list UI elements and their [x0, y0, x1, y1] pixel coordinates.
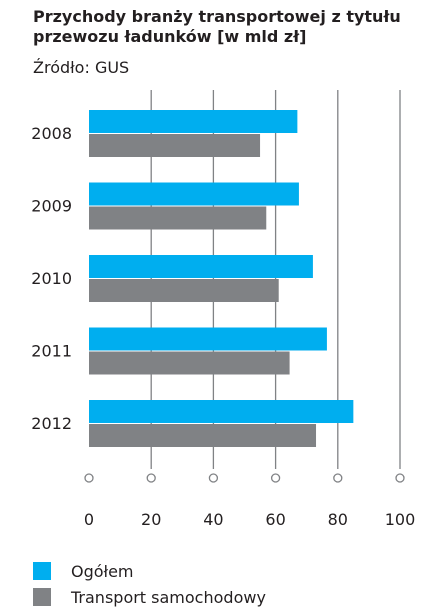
bar-2012-ogolem — [89, 400, 354, 423]
x-tick-label-20: 20 — [141, 510, 161, 529]
x-tick-label-80: 80 — [328, 510, 348, 529]
tick-marker-40 — [208, 473, 219, 483]
category-label-2010: 2010 — [31, 269, 72, 288]
bar-2011-transport-samochodowy — [89, 351, 290, 375]
bar-2011-ogolem — [89, 327, 327, 351]
bar-chart: 2008 2009 2010 2011 2012 0 20 40 60 80 100 — [31, 90, 415, 529]
x-tick-label-0: 0 — [84, 510, 94, 529]
chart-source: Źródło: GUS — [33, 58, 130, 77]
bar-2008-ogolem — [89, 110, 298, 133]
bar-2010-transport-samochodowy — [89, 279, 279, 302]
category-label-2011: 2011 — [31, 342, 72, 361]
category-label-2009: 2009 — [31, 197, 72, 216]
legend-label-ogolem: Ogółem — [71, 561, 134, 581]
legend-swatch-ogolem — [33, 562, 51, 580]
tick-marker-100 — [395, 473, 405, 483]
bar-2010-ogolem — [89, 255, 313, 278]
x-tick-label-60: 60 — [265, 510, 285, 529]
category-label-2008: 2008 — [31, 124, 72, 143]
x-tick-labels: 0 20 40 60 80 100 — [84, 510, 415, 529]
chart-title: Przychody branży transportowej z tytułu … — [33, 7, 401, 46]
category-label-2012: 2012 — [31, 414, 72, 433]
x-tick-label-40: 40 — [203, 510, 223, 529]
legend-item-transport-samochodowy: Transport samochodowy — [33, 585, 266, 609]
tick-marker-60 — [270, 473, 281, 483]
legend: Ogółem Transport samochodowy — [33, 559, 266, 611]
legend-swatch-transport-samochodowy — [33, 588, 51, 606]
bar-2009-ogolem — [89, 182, 299, 206]
tick-marker-80 — [333, 473, 343, 483]
category-labels: 2008 2009 2010 2011 2012 — [31, 124, 72, 433]
bar-2012-transport-samochodowy — [89, 424, 317, 447]
x-tick-label-100: 100 — [385, 510, 416, 529]
bars — [89, 110, 354, 447]
tick-marker-20 — [146, 473, 156, 483]
tick-marker-0 — [84, 473, 94, 483]
legend-item-ogolem: Ogółem — [33, 559, 266, 583]
bar-2009-transport-samochodowy — [89, 206, 267, 230]
legend-label-transport-samochodowy: Transport samochodowy — [71, 587, 266, 607]
bar-2008-transport-samochodowy — [89, 134, 261, 157]
